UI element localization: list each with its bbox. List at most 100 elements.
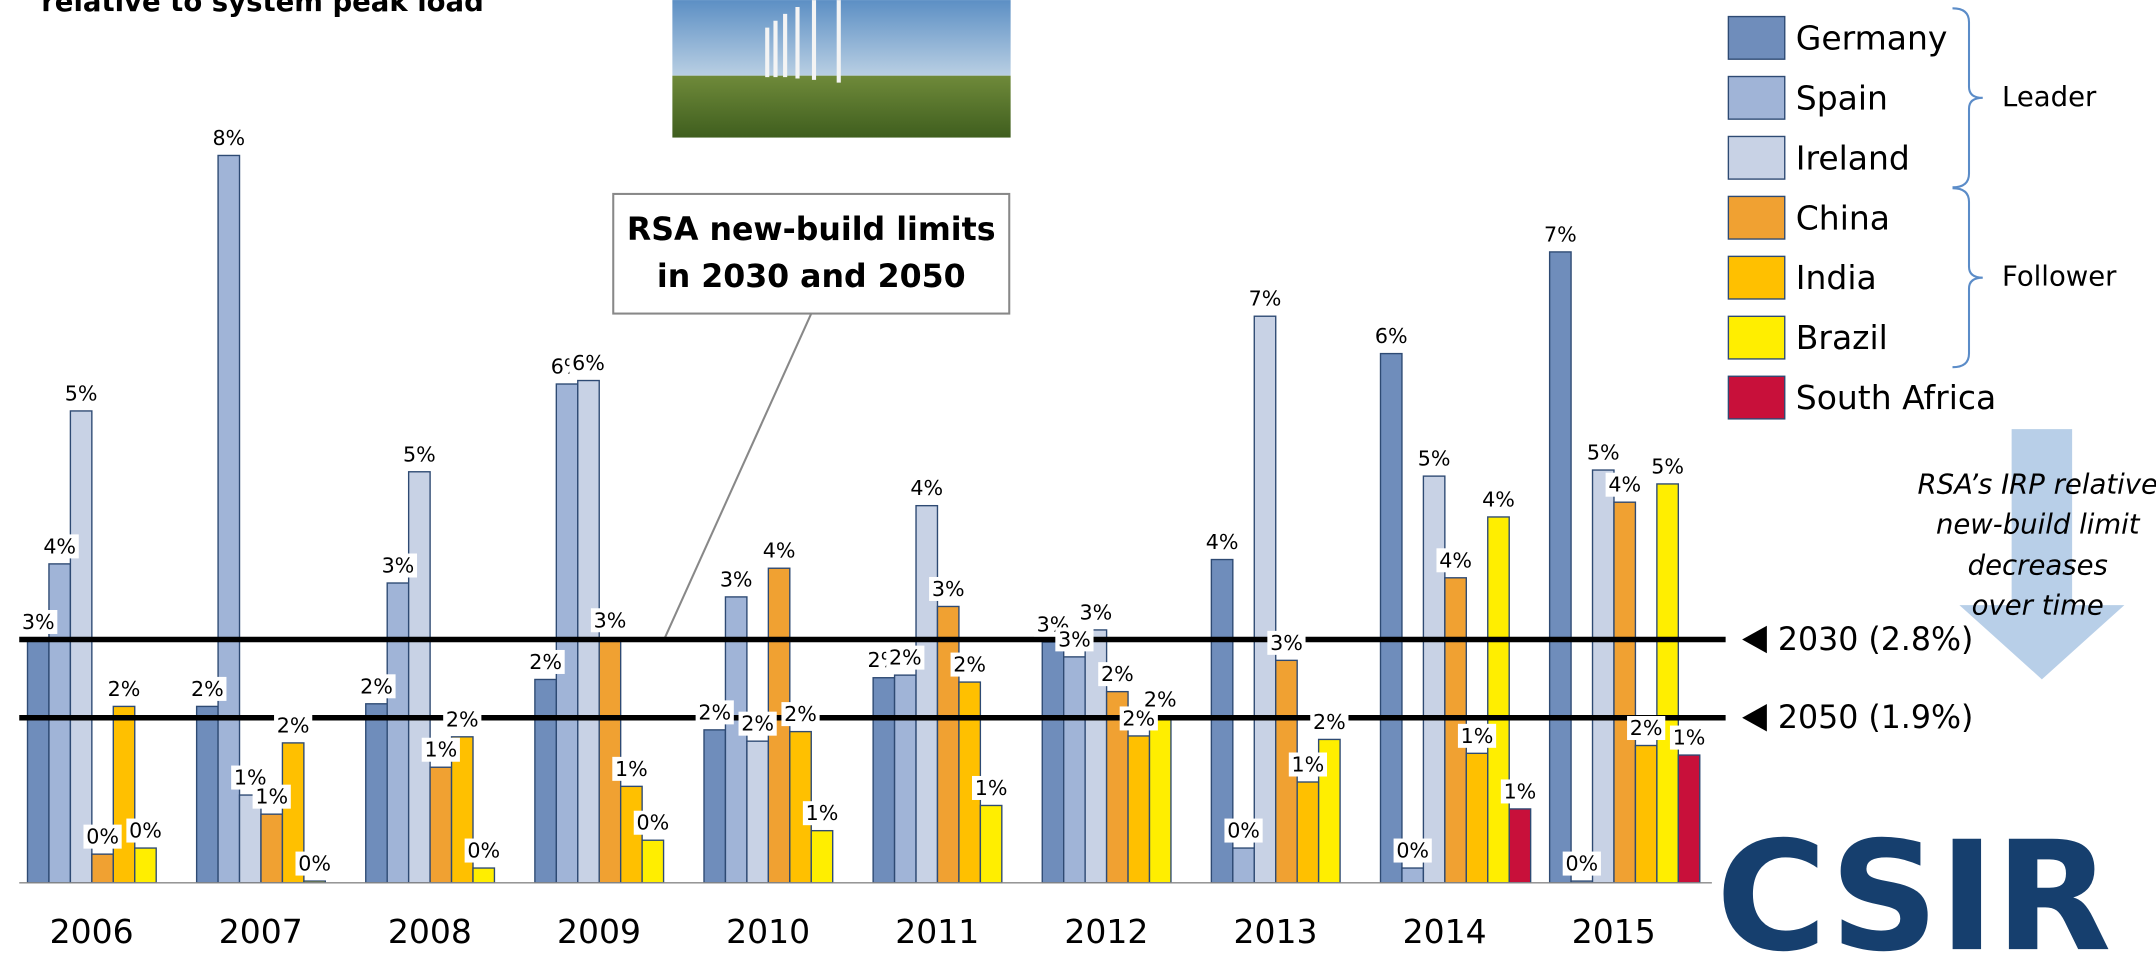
data-label-bg bbox=[1288, 752, 1328, 777]
data-label-bg bbox=[104, 676, 144, 701]
data-label-bg bbox=[188, 676, 227, 701]
legend-label: Brazil bbox=[1796, 318, 1888, 357]
data-label: 4% bbox=[43, 534, 76, 558]
bar bbox=[69, 410, 93, 884]
data-label-bg bbox=[40, 534, 79, 559]
data-label: 1% bbox=[424, 738, 457, 762]
data-label-bg bbox=[1436, 548, 1475, 573]
legend-label: Germany bbox=[1796, 18, 1948, 57]
legend-label: Ireland bbox=[1796, 138, 1910, 177]
x-tick-label: 2011 bbox=[895, 912, 979, 951]
callout-box bbox=[612, 192, 1011, 315]
x-tick-label: 2007 bbox=[219, 912, 303, 951]
bar bbox=[112, 705, 136, 884]
bar bbox=[1127, 735, 1151, 884]
data-label-bg bbox=[274, 713, 313, 738]
legend-label: India bbox=[1796, 258, 1877, 297]
bar bbox=[893, 674, 917, 884]
data-label-bg bbox=[950, 652, 989, 677]
data-label-bg bbox=[1245, 286, 1285, 311]
bar bbox=[1422, 475, 1446, 884]
data-label-bg bbox=[1562, 851, 1601, 876]
data-label-bg bbox=[695, 700, 734, 725]
bar bbox=[979, 804, 1003, 884]
data-label-bg bbox=[231, 765, 270, 790]
data-label-bg bbox=[1415, 446, 1454, 471]
data-label: 2% bbox=[698, 700, 731, 724]
x-tick-label: 2013 bbox=[1233, 912, 1317, 951]
legend-brace bbox=[1952, 7, 1983, 189]
logo: CSIR bbox=[1716, 809, 2111, 953]
data-label-bg bbox=[802, 801, 842, 826]
legend-label: Spain bbox=[1796, 78, 1888, 117]
arrow-note: decreases bbox=[1968, 550, 2108, 582]
data-label: 3% bbox=[1270, 631, 1303, 655]
data-label: 0% bbox=[298, 852, 331, 876]
data-label: 2% bbox=[529, 650, 562, 674]
data-label-bg bbox=[83, 824, 122, 849]
bar bbox=[1613, 501, 1637, 884]
bar bbox=[1063, 656, 1086, 884]
photo bbox=[672, 0, 1011, 138]
data-label: 2% bbox=[108, 677, 141, 701]
legend-swatch bbox=[1727, 375, 1786, 420]
bar bbox=[1508, 808, 1532, 884]
bar bbox=[1232, 847, 1255, 884]
legend-label: China bbox=[1796, 198, 1890, 237]
data-label-bg bbox=[633, 810, 672, 835]
bar bbox=[407, 471, 431, 884]
data-label: 1% bbox=[234, 766, 267, 790]
bar bbox=[386, 582, 410, 884]
data-label-bg bbox=[886, 645, 925, 670]
data-label: 4% bbox=[1482, 487, 1515, 511]
bar bbox=[1591, 469, 1615, 884]
bar bbox=[1401, 867, 1425, 884]
data-label-bg bbox=[252, 784, 291, 809]
data-label: 3% bbox=[932, 577, 965, 601]
data-label-bg bbox=[1202, 530, 1242, 555]
data-label: 0% bbox=[129, 819, 162, 843]
data-label-bg bbox=[1393, 838, 1432, 863]
data-label: 2% bbox=[1101, 662, 1134, 686]
legend-swatch bbox=[1727, 195, 1786, 240]
data-label: 0% bbox=[636, 811, 669, 835]
data-label-bg bbox=[19, 609, 58, 634]
data-label: 7% bbox=[1544, 222, 1577, 246]
data-label-bg bbox=[1605, 472, 1644, 497]
reference-marker bbox=[1742, 703, 1767, 732]
data-label: 2% bbox=[277, 713, 310, 737]
data-label: 3% bbox=[1080, 600, 1113, 624]
callout-pointer bbox=[663, 313, 813, 640]
data-label: 3% bbox=[1058, 627, 1091, 651]
arrow-note: over time bbox=[1972, 589, 2104, 621]
bar bbox=[1548, 251, 1572, 884]
bar bbox=[534, 678, 558, 884]
legend-swatch bbox=[1727, 315, 1786, 360]
data-label-bg bbox=[1500, 779, 1540, 804]
data-label-bg bbox=[400, 442, 439, 467]
data-label-bg bbox=[781, 702, 820, 727]
data-label-bg bbox=[971, 775, 1011, 800]
data-label: 3% bbox=[594, 608, 627, 632]
data-label-bg bbox=[612, 756, 651, 781]
data-label: 1% bbox=[806, 801, 839, 825]
data-label-bg bbox=[62, 381, 101, 406]
legend-swatch bbox=[1727, 75, 1786, 120]
x-tick-label: 2008 bbox=[388, 912, 472, 951]
data-label-bg bbox=[295, 851, 334, 876]
data-label-bg bbox=[1310, 709, 1349, 734]
legend-swatch bbox=[1727, 135, 1786, 180]
bar bbox=[1656, 483, 1680, 884]
data-label: 2% bbox=[953, 653, 986, 677]
bar bbox=[703, 729, 727, 884]
data-label-bg bbox=[378, 553, 418, 578]
data-label: 2% bbox=[784, 702, 817, 726]
data-label-bg bbox=[421, 737, 460, 762]
bar bbox=[429, 766, 453, 884]
bar bbox=[1296, 781, 1320, 884]
bar bbox=[810, 829, 834, 884]
bar bbox=[195, 705, 219, 884]
data-label-bg bbox=[1627, 716, 1666, 741]
data-label: 2% bbox=[446, 707, 479, 731]
